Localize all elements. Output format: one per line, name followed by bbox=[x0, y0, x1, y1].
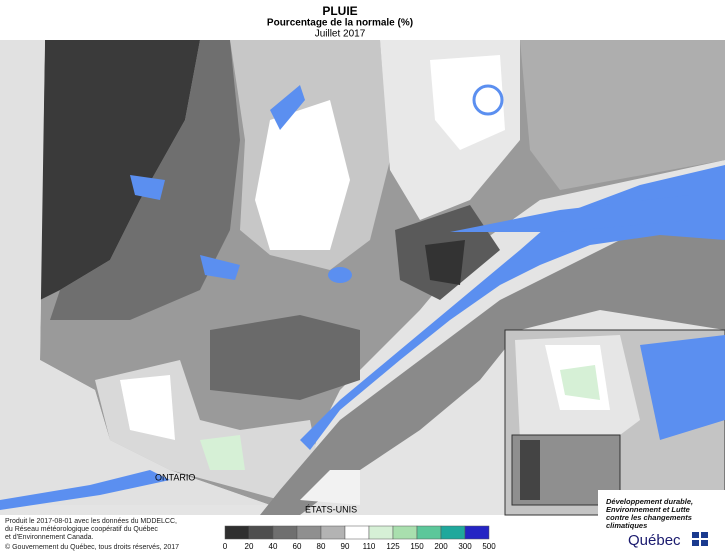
legend-swatch bbox=[392, 525, 418, 540]
logo: Développement durable, Environnement et … bbox=[598, 490, 725, 552]
inset-map bbox=[504, 329, 725, 516]
inset-region bbox=[560, 365, 600, 400]
region-dry bbox=[40, 40, 200, 300]
legend-swatch bbox=[272, 525, 298, 540]
inset-region bbox=[520, 440, 540, 500]
inset-water bbox=[640, 335, 725, 440]
map-title: PLUIE bbox=[322, 4, 357, 18]
region bbox=[210, 315, 360, 400]
region-normal bbox=[120, 375, 175, 440]
legend-tick-label: 300 bbox=[458, 542, 472, 551]
region bbox=[50, 40, 240, 320]
legend-swatch bbox=[440, 525, 466, 540]
map-label: ÉTATS-UNIS bbox=[305, 504, 357, 514]
ontario bbox=[0, 40, 270, 505]
credits: Produit le 2017-08-01 avec les données d… bbox=[5, 518, 179, 551]
legend-swatch bbox=[320, 525, 346, 540]
legend-tick-label: 40 bbox=[269, 542, 278, 551]
logo-text: climatiques bbox=[606, 521, 647, 530]
legend-swatch bbox=[416, 525, 442, 540]
credit-line: du Réseau météorologique coopératif du Q… bbox=[5, 526, 158, 533]
lake bbox=[328, 267, 352, 283]
credit-line: et d'Environnement Canada. bbox=[5, 534, 94, 541]
legend-tick-label: 110 bbox=[363, 542, 376, 551]
region bbox=[260, 220, 725, 515]
lake bbox=[270, 85, 305, 130]
region-normal bbox=[255, 100, 350, 250]
legend-swatch bbox=[224, 525, 250, 540]
region-wet bbox=[200, 435, 245, 470]
credit-line: Produit le 2017-08-01 avec les données d… bbox=[5, 518, 177, 525]
lake bbox=[472, 84, 504, 116]
usa bbox=[300, 470, 360, 505]
legend-swatch bbox=[464, 525, 490, 540]
lake bbox=[130, 175, 165, 200]
map: ONTARIO ÉTATS-UNIS bbox=[0, 40, 725, 516]
water bbox=[0, 470, 170, 510]
legend-swatch bbox=[248, 525, 274, 540]
region-normal bbox=[430, 55, 505, 150]
logo-text: Environnement et Lutte bbox=[606, 505, 690, 514]
legend-tick-label: 0 bbox=[223, 542, 228, 551]
legend-tick-label: 60 bbox=[293, 542, 302, 551]
legend-tick-label: 200 bbox=[434, 542, 448, 551]
legend-tick-label: 150 bbox=[410, 542, 424, 551]
lake bbox=[200, 255, 240, 280]
legend-swatch bbox=[296, 525, 322, 540]
logo-flag bbox=[692, 532, 708, 546]
legend-tick-label: 500 bbox=[482, 542, 496, 551]
region-dry bbox=[425, 240, 465, 285]
logo-text: Développement durable, bbox=[606, 497, 693, 506]
water bbox=[300, 165, 725, 450]
map-subtitle: Pourcentage de la normale (%) bbox=[267, 18, 413, 29]
legend-swatch bbox=[368, 525, 394, 540]
credit-line: © Gouvernement du Québec, tous droits ré… bbox=[5, 543, 179, 551]
legend-swatch bbox=[344, 525, 370, 540]
logo-text: contre les changements bbox=[606, 513, 692, 522]
water bbox=[450, 195, 690, 232]
legend-tick-label: 125 bbox=[386, 542, 400, 551]
legend-tick-label: 80 bbox=[317, 542, 326, 551]
legend-tick-label: 20 bbox=[245, 542, 254, 551]
logo-name: Québec bbox=[628, 532, 681, 549]
legend-tick-label: 90 bbox=[341, 542, 350, 551]
map-label: ONTARIO bbox=[155, 472, 195, 482]
map-period: Juillet 2017 bbox=[315, 29, 366, 40]
region bbox=[520, 40, 725, 190]
legend: 0 20 40 60 80 90 110 125 150 200 300 500 bbox=[223, 525, 496, 551]
